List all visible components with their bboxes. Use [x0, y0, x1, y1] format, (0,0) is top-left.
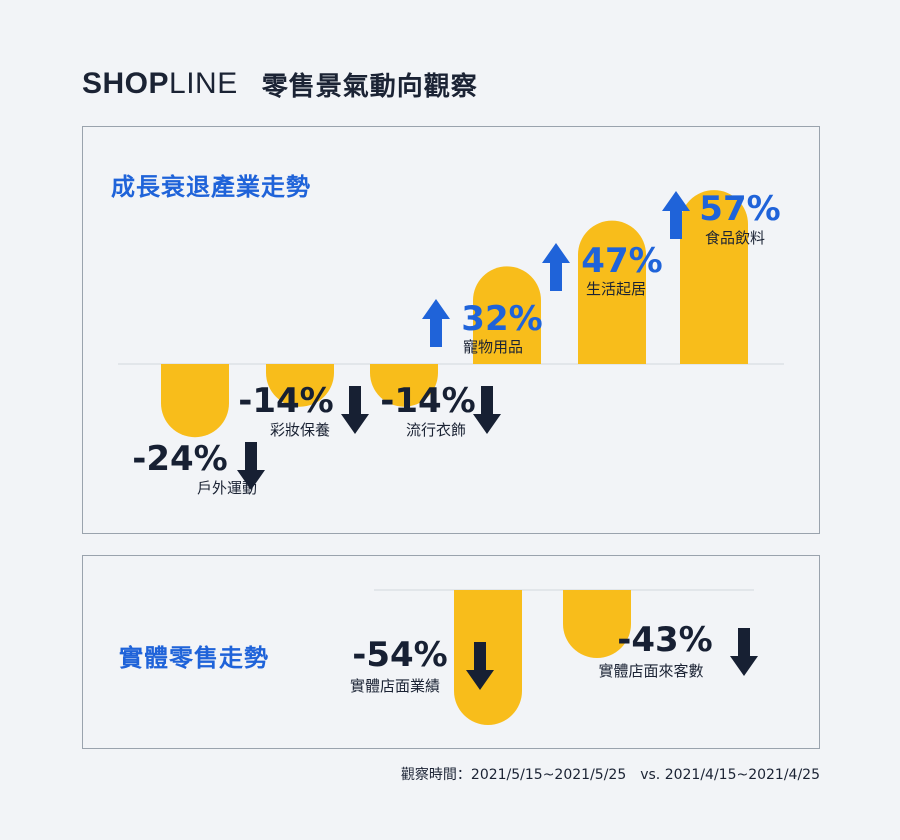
physical-arrow-down-icon-2: [730, 628, 758, 676]
bar-2: [266, 364, 334, 407]
page-title: 零售景氣動向觀察: [261, 71, 478, 102]
physical-value-label-2: -43%: [617, 620, 713, 660]
header: SHOP LINE 零售景氣動向觀察: [82, 64, 478, 104]
bar-5: [578, 220, 646, 364]
value-label-4: 32%: [461, 299, 542, 339]
shopline-logo: SHOP LINE: [82, 67, 238, 101]
bar-1: [161, 364, 229, 438]
physical-arrow-down-icon-1: [466, 642, 494, 690]
observation-period-note: 觀察時間：2021/5/15~2021/5/25 vs. 2021/4/15~2…: [400, 767, 820, 783]
arrow-up-icon-5: [542, 243, 570, 291]
logo-text-light: LINE: [169, 67, 238, 100]
physical-retail-panel: 實體零售走勢: [82, 555, 820, 749]
industry-trend-title: 成長衰退產業走勢: [111, 173, 311, 201]
bar-3: [370, 364, 438, 407]
value-label-2: -14%: [238, 381, 334, 421]
physical-category-label-2: 實體店面來客數: [598, 662, 703, 680]
arrow-up-icon-6: [662, 191, 690, 239]
bar-4: [473, 266, 541, 364]
category-label-6: 食品飲料: [705, 229, 765, 247]
value-label-5: 47%: [581, 241, 662, 281]
category-label-1: 戶外運動: [197, 479, 257, 497]
value-label-3: -14%: [380, 381, 476, 421]
category-label-2: 彩妝保養: [270, 421, 330, 439]
category-label-5: 生活起居: [586, 280, 646, 298]
category-label-4: 寵物用品: [463, 338, 523, 356]
category-label-3: 流行衣飾: [406, 421, 466, 439]
physical-value-label-1: -54%: [352, 635, 448, 675]
bar-6: [680, 190, 748, 364]
physical-category-label-1: 實體店面業績: [350, 677, 440, 695]
value-label-1: -24%: [132, 439, 228, 479]
arrow-down-icon-2: [341, 386, 369, 434]
physical-bar-2: [563, 590, 631, 658]
arrow-down-icon-1: [237, 442, 265, 490]
logo-text-bold: SHOP: [82, 67, 170, 100]
physical-retail-title: 實體零售走勢: [119, 644, 269, 672]
arrow-down-icon-3: [473, 386, 501, 434]
value-label-6: 57%: [699, 189, 780, 229]
arrow-up-icon-4: [422, 299, 450, 347]
physical-bar-1: [454, 590, 522, 725]
